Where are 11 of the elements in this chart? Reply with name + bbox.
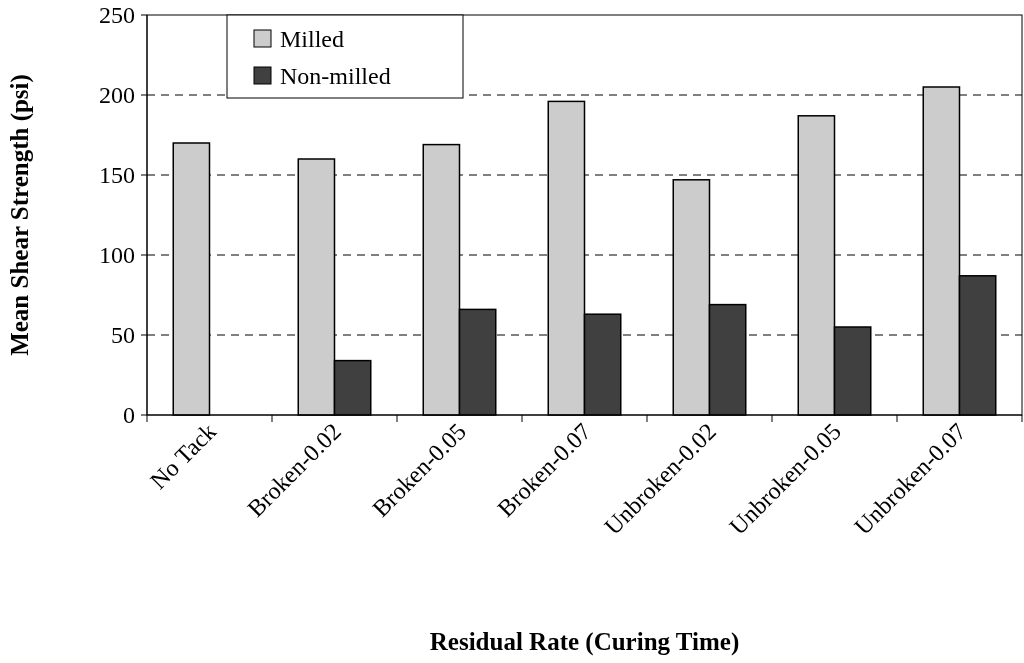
y-axis-title: Mean Shear Strength (psi) [6,74,34,356]
y-tick-label: 200 [99,82,135,109]
legend-label: Milled [280,26,344,53]
y-tick-label: 150 [99,162,135,189]
y-tick-label: 250 [99,2,135,29]
x-axis-title: Residual Rate (Curing Time) [429,628,740,656]
y-tick-label: 100 [99,242,135,269]
y-tick-label: 0 [123,402,135,429]
x-tick-label: No Tack [145,418,222,494]
y-tick-label: 50 [111,322,135,349]
legend-label: Non-milled [280,63,391,90]
